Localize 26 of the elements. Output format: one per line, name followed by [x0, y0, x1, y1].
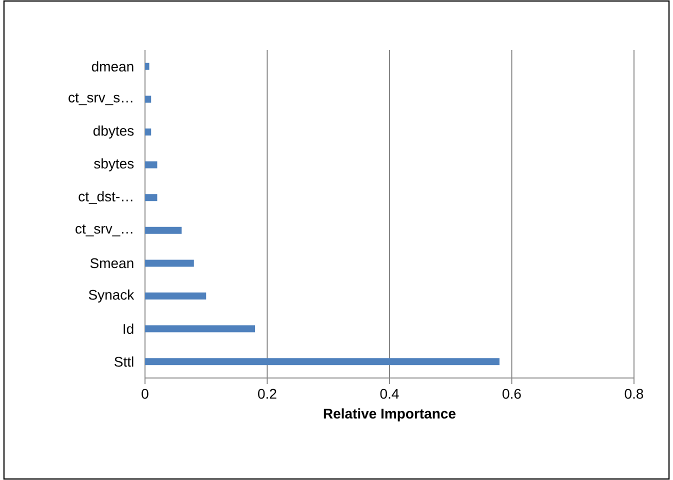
bar	[145, 96, 152, 103]
x-axis-title: Relative Importance	[324, 408, 456, 422]
x-tick-label: 0	[142, 388, 148, 399]
bar	[145, 226, 182, 234]
bar	[145, 358, 500, 366]
y-tick-label: dmean	[92, 61, 134, 72]
y-tick-label: ct_srv_…	[76, 224, 132, 236]
bar	[145, 161, 158, 168]
y-tick-label: Sttl	[114, 356, 134, 367]
bar	[145, 194, 158, 202]
x-tick-label: 0.6	[502, 388, 521, 399]
x-tick-label: 0.4	[380, 388, 399, 399]
y-tick-label: ct_srv_s…	[68, 93, 132, 106]
x-tick-label: 0.2	[258, 388, 276, 399]
bar	[145, 62, 150, 70]
y-tick-label: ct_dst-…	[78, 191, 132, 204]
y-tick-label: sbytes	[94, 158, 134, 172]
bar	[145, 128, 152, 136]
bar	[145, 325, 256, 332]
bar	[145, 260, 194, 267]
y-tick-label: Synack	[88, 289, 134, 303]
bar	[145, 292, 206, 300]
y-tick-label: Smean	[90, 258, 134, 268]
y-tick-label: dbytes	[93, 125, 134, 139]
x-tick-label: 0.8	[624, 388, 644, 399]
y-tick-label: Id	[124, 324, 134, 334]
